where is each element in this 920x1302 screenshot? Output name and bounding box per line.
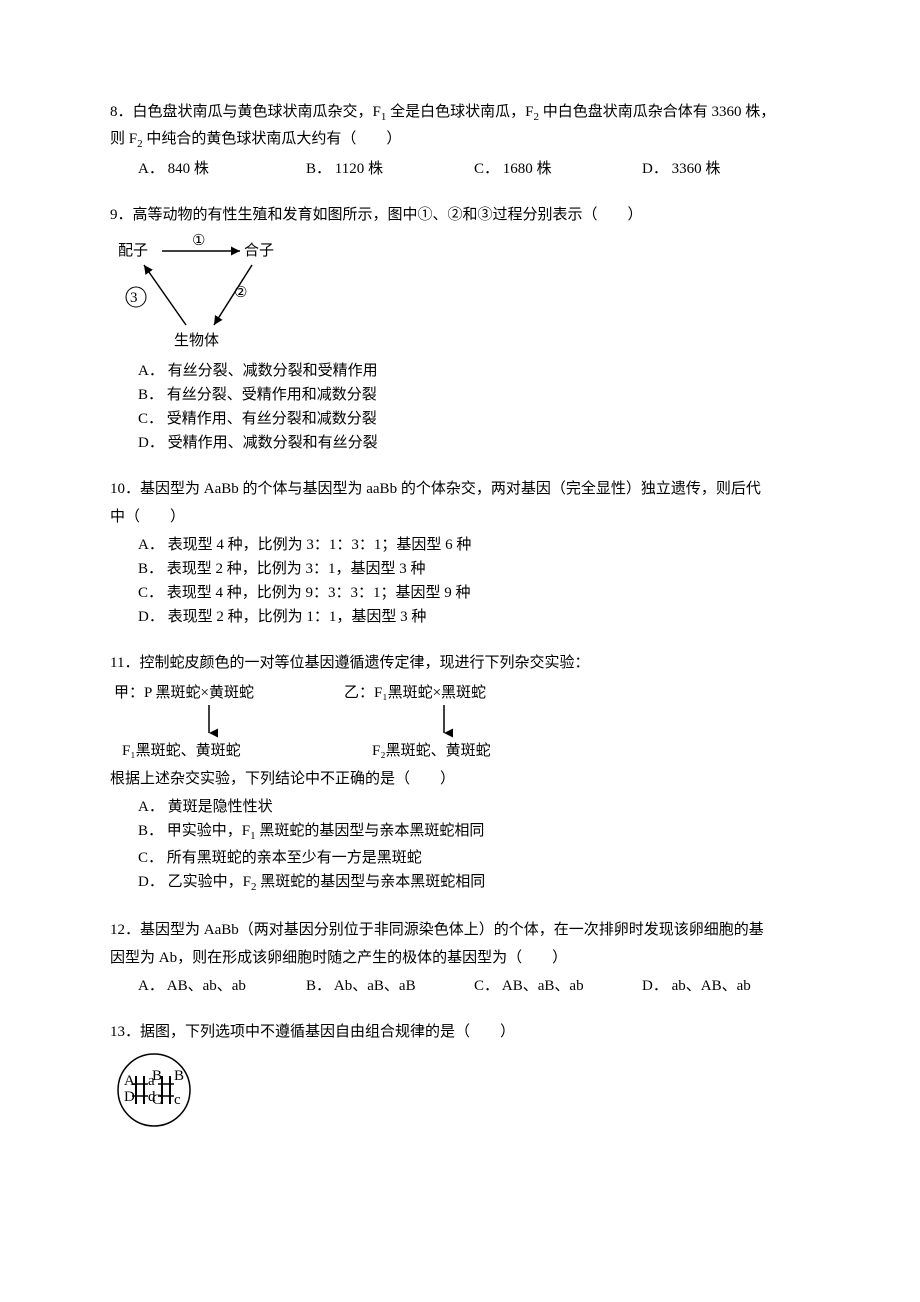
q13-label-d-upper: D [124,1089,135,1105]
q11-f2: F₂黑斑蛇、黄斑蛇 [372,742,491,759]
q9-fig-top-left: 配子 [118,242,148,259]
q9-opt-a: A． 有丝分裂、减数分裂和受精作用 [138,359,810,383]
q8-opt-a: A． 840 株 [138,157,306,181]
q9-fig-label1: ① [192,233,205,249]
q10-stem2: 中（ ） [110,505,810,529]
q10-opt-b: B． 表现型 2 种，比例为 3：1，基因型 3 种 [138,557,810,581]
q11-figure: 甲：P 黑斑蛇×黄斑蛇 乙：F₁黑斑蛇×黑斑蛇 F₁黑斑蛇、黄斑蛇 F₂黑斑蛇、… [114,681,554,761]
q8-stem-d: 则 F [110,131,137,147]
q11-b-a: B． 甲实验中，F [138,823,250,839]
q13-label-b-upper: B [152,1068,162,1084]
q11-yi-p: 乙：F₁黑斑蛇×黑斑蛇 [344,684,486,701]
q8-stem-b: 全是白色球状南瓜，F [386,104,533,120]
q11-options: A． 黄斑是隐性性状 B． 甲实验中，F1 黑斑蛇的基因型与亲本黑斑蛇相同 C．… [110,795,810,896]
q12-opt-d: D． ab、AB、ab [642,974,810,998]
question-10: 10．基因型为 AaBb 的个体与基因型为 aaBb 的个体杂交，两对基因（完全… [110,477,810,629]
q8-opt-b: B． 1120 株 [306,157,474,181]
q10-opt-a: A． 表现型 4 种，比例为 3：1：3：1；基因型 6 种 [138,533,810,557]
q12-opt-b: B． Ab、aB、aB [306,974,474,998]
q12-opt-a: A． AB、ab、ab [138,974,306,998]
q8-stem: 8．白色盘状南瓜与黄色球状南瓜杂交，F1 全是白色球状南瓜，F2 中白色盘状南瓜… [110,100,810,153]
q13-label-b-lower: B [174,1068,184,1084]
q8-stem-c: 中白色盘状南瓜杂合体有 3360 株， [539,104,775,120]
q8-options: A． 840 株 B． 1120 株 C． 1680 株 D． 3360 株 [110,157,810,181]
q9-fig-label2: ② [234,285,247,301]
q13-label-c-upper: C [152,1092,162,1108]
q12-stem1: 12．基因型为 AaBb（两对基因分别位于非同源染色体上）的个体，在一次排卵时发… [110,918,810,942]
q8-opt-c: C． 1680 株 [474,157,642,181]
q11-post: 根据上述杂交实验，下列结论中不正确的是（ ） [110,767,810,791]
q12-options: A． AB、ab、ab B． Ab、aB、aB C． AB、aB、ab D． a… [110,974,810,998]
q11-f1: F₁黑斑蛇、黄斑蛇 [122,742,241,759]
q9-stem: 9．高等动物的有性生殖和发育如图所示，图中①、②和③过程分别表示（ ） [110,203,810,227]
q11-b-b: 黑斑蛇的基因型与亲本黑斑蛇相同 [256,823,485,839]
q9-fig-top-right: 合子 [244,242,274,259]
q11-opt-a: A． 黄斑是隐性性状 [138,795,810,819]
q13-stem: 13．据图，下列选项中不遵循基因自由组合规律的是（ ） [110,1020,810,1044]
q13-label-c-lower: c [174,1092,181,1108]
q13-label-a-upper: A [124,1073,135,1089]
q9-opt-c: C． 受精作用、有丝分裂和减数分裂 [138,407,810,431]
question-11: 11．控制蛇皮颜色的一对等位基因遵循遗传定律，现进行下列杂交实验： 甲：P 黑斑… [110,651,810,896]
q9-figure: 配子 合子 ① 3 ② 生物体 [114,233,294,353]
q9-options: A． 有丝分裂、减数分裂和受精作用 B． 有丝分裂、受精作用和减数分裂 C． 受… [110,359,810,455]
q11-opt-c: C． 所有黑斑蛇的亲本至少有一方是黑斑蛇 [138,846,810,870]
q10-opt-d: D． 表现型 2 种，比例为 1：1，基因型 3 种 [138,605,810,629]
q9-opt-d: D． 受精作用、减数分裂和有丝分裂 [138,431,810,455]
q11-d-b: 黑斑蛇的基因型与亲本黑斑蛇相同 [256,874,485,890]
q10-stem1: 10．基因型为 AaBb 的个体与基因型为 aaBb 的个体杂交，两对基因（完全… [110,477,810,501]
q11-opt-b: B． 甲实验中，F1 黑斑蛇的基因型与亲本黑斑蛇相同 [138,819,810,846]
q11-opt-d: D． 乙实验中，F2 黑斑蛇的基因型与亲本黑斑蛇相同 [138,870,810,897]
q11-stem: 11．控制蛇皮颜色的一对等位基因遵循遗传定律，现进行下列杂交实验： [110,651,810,675]
question-8: 8．白色盘状南瓜与黄色球状南瓜杂交，F1 全是白色球状南瓜，F2 中白色盘状南瓜… [110,100,810,181]
question-13: 13．据图，下列选项中不遵循基因自由组合规律的是（ ） A a D d B B … [110,1020,810,1130]
question-9: 9．高等动物的有性生殖和发育如图所示，图中①、②和③过程分别表示（ ） 配子 合… [110,203,810,455]
q12-stem2: 因型为 Ab，则在形成该卵细胞时随之产生的极体的基因型为（ ） [110,946,810,970]
q8-opt-d: D． 3360 株 [642,157,810,181]
q10-opt-c: C． 表现型 4 种，比例为 9：3：3：1；基因型 9 种 [138,581,810,605]
q8-stem-a: 8．白色盘状南瓜与黄色球状南瓜杂交，F [110,104,381,120]
q11-jia-p: 甲：P 黑斑蛇×黄斑蛇 [114,684,254,701]
q13-figure: A a D d B B C c [114,1050,194,1130]
q9-opt-b: B． 有丝分裂、受精作用和减数分裂 [138,383,810,407]
q9-fig-bottom: 生物体 [174,332,219,349]
q10-options: A． 表现型 4 种，比例为 3：1：3：1；基因型 6 种 B． 表现型 2 … [110,533,810,629]
q11-d-a: D． 乙实验中，F [138,874,251,890]
q8-stem-e: 中纯合的黄色球状南瓜大约有（ ） [143,131,402,147]
question-12: 12．基因型为 AaBb（两对基因分别位于非同源染色体上）的个体，在一次排卵时发… [110,918,810,998]
q9-fig-label3: 3 [130,290,138,306]
q12-opt-c: C． AB、aB、ab [474,974,642,998]
